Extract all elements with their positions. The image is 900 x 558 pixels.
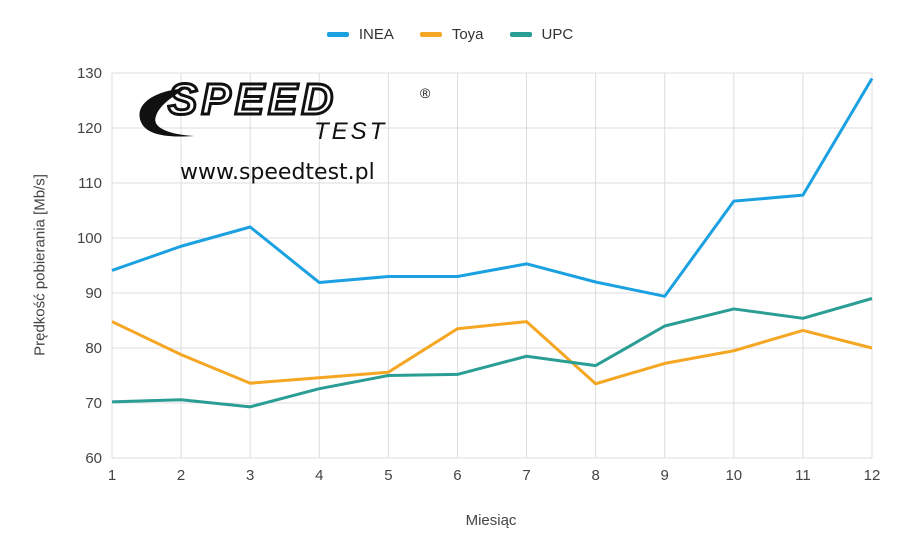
legend-swatch-toya (419, 32, 442, 37)
x-tick-label: 7 (522, 467, 530, 484)
x-tick-label: 1 (108, 467, 116, 484)
y-tick-label: 110 (78, 175, 102, 192)
logo-url: www.speedtest.pl (180, 160, 375, 185)
series-line-toya[interactable] (111, 320, 873, 386)
y-tick-label: 100 (77, 230, 102, 247)
x-tick-label: 10 (725, 467, 742, 484)
y-axis-title: Prędkość pobierania [Mb/s] (31, 174, 49, 356)
logo-sub: TEST (314, 118, 387, 145)
y-tick-label: 120 (77, 120, 102, 137)
x-tick-label: 8 (591, 467, 599, 484)
x-tick-label: 12 (864, 467, 881, 484)
x-axis-title: Miesiąc (465, 512, 517, 529)
y-tick-label: 70 (85, 395, 102, 412)
legend-swatch-upc (509, 32, 532, 37)
x-tick-label: 9 (661, 467, 669, 484)
legend-swatch-inea (326, 32, 349, 37)
speedtest-logo: SPEED TEST ® (139, 80, 431, 145)
x-tick-label: 4 (315, 467, 323, 484)
grid-lines (111, 72, 873, 459)
series-line-upc[interactable] (111, 297, 873, 409)
x-tick-label: 3 (246, 467, 254, 484)
logo-swoosh (139, 88, 194, 137)
y-tick-label: 80 (85, 340, 102, 357)
legend: INEA Toya UPC (0, 26, 900, 43)
legend-label-toya: Toya (451, 26, 484, 43)
x-tick-label: 5 (384, 467, 392, 484)
x-tick-label: 2 (177, 467, 185, 484)
y-tick-label: 90 (85, 285, 102, 302)
x-tick-label: 11 (795, 467, 811, 484)
series-lines (111, 77, 874, 409)
series-line-inea[interactable] (111, 77, 874, 298)
legend-label-upc: UPC (541, 26, 574, 43)
y-tick-label: 130 (77, 65, 102, 82)
legend-item-inea[interactable]: INEA (326, 26, 394, 43)
x-tick-labels: 1 2 3 4 5 6 7 8 9 10 11 12 (108, 467, 881, 484)
y-tick-labels: 60 70 80 90 100 110 120 130 (77, 65, 102, 467)
legend-item-upc[interactable]: UPC (509, 26, 574, 43)
y-tick-label: 60 (85, 450, 102, 467)
logo-word: SPEED (168, 80, 337, 124)
legend-label-inea: INEA (358, 26, 394, 43)
x-tick-label: 6 (453, 467, 461, 484)
legend-item-toya[interactable]: Toya (419, 26, 484, 43)
logo-registered: ® (420, 85, 431, 101)
